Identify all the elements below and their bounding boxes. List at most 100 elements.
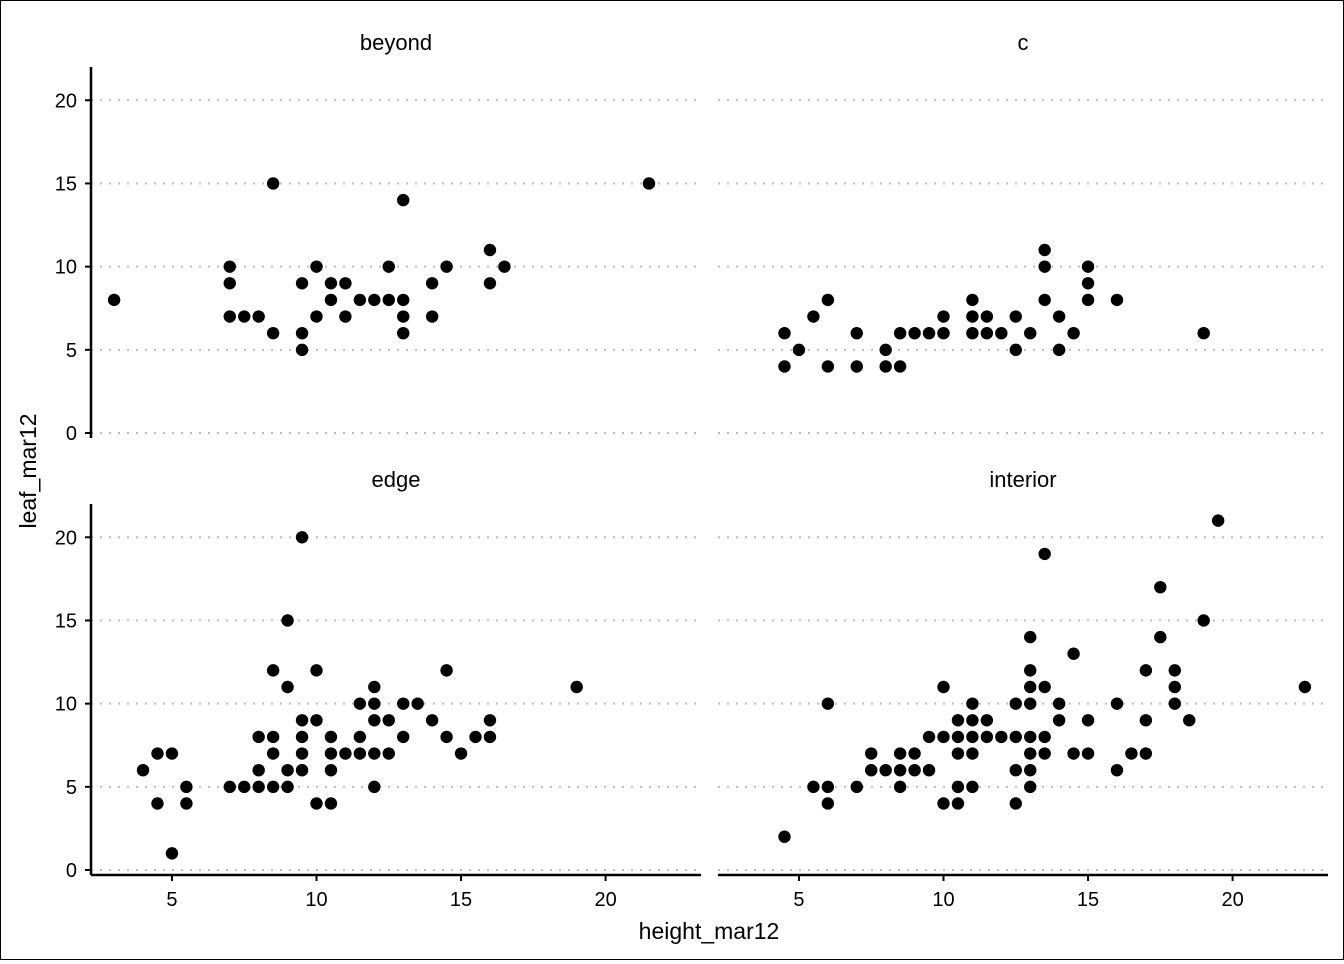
data-point	[382, 714, 395, 727]
data-point	[980, 310, 994, 323]
data-point	[1052, 697, 1066, 710]
data-point	[850, 780, 863, 794]
data-point	[295, 747, 309, 760]
data-point	[821, 360, 835, 373]
data-point	[295, 531, 309, 544]
data-point	[1009, 343, 1022, 357]
data-point	[397, 193, 410, 207]
data-point	[252, 780, 265, 794]
data-point	[1024, 780, 1037, 794]
data-point	[252, 763, 265, 777]
data-point	[966, 780, 979, 794]
data-point	[778, 830, 791, 843]
data-point	[879, 343, 892, 357]
data-point	[1139, 714, 1153, 727]
data-point	[382, 747, 395, 760]
data-point	[1139, 664, 1153, 677]
data-point	[339, 310, 352, 323]
data-point	[440, 730, 453, 744]
y-tick-label: 10	[55, 257, 77, 279]
data-point	[368, 697, 381, 710]
data-point	[339, 277, 352, 290]
data-point	[908, 747, 921, 760]
x-tick-label: 15	[450, 889, 472, 911]
data-point	[1110, 763, 1124, 777]
data-point	[908, 326, 921, 340]
data-point	[937, 326, 950, 340]
data-point	[879, 763, 892, 777]
data-point	[893, 763, 907, 777]
data-point	[966, 293, 979, 307]
data-point	[353, 747, 367, 760]
data-point	[252, 310, 265, 323]
data-point	[937, 680, 950, 694]
data-point	[310, 260, 323, 273]
data-point	[821, 797, 835, 810]
data-point	[850, 326, 863, 340]
data-point	[778, 360, 791, 373]
data-point	[966, 714, 979, 727]
data-point	[310, 797, 323, 810]
data-point	[1154, 580, 1167, 594]
data-point	[1009, 797, 1022, 810]
data-point	[295, 277, 309, 290]
data-point	[922, 326, 936, 340]
data-point	[1024, 730, 1037, 744]
data-point	[353, 697, 367, 710]
data-point	[151, 747, 164, 760]
data-point	[1139, 747, 1153, 760]
data-point	[1110, 293, 1124, 307]
data-point	[1009, 730, 1022, 744]
data-point	[1067, 647, 1080, 660]
facet-title: beyond	[360, 30, 432, 55]
data-point	[922, 730, 936, 744]
data-point	[966, 310, 979, 323]
data-point	[266, 780, 280, 794]
data-point	[353, 293, 367, 307]
data-point	[107, 293, 121, 307]
data-point	[1081, 714, 1095, 727]
data-point	[937, 310, 950, 323]
data-point	[1081, 260, 1095, 273]
facet-panel-beyond: beyond 0 5 10 15 20	[55, 30, 701, 445]
data-point	[368, 780, 381, 794]
data-point	[266, 177, 280, 190]
data-point	[879, 360, 892, 373]
data-point	[966, 326, 979, 340]
data-point	[324, 277, 338, 290]
data-point	[440, 260, 453, 273]
data-point	[821, 780, 835, 794]
data-point	[980, 326, 994, 340]
data-point	[1009, 697, 1022, 710]
data-point	[324, 763, 338, 777]
facet-title: c	[1018, 30, 1029, 55]
data-point	[1038, 680, 1051, 694]
y-axis-title: leaf_mar12	[15, 413, 41, 528]
data-point	[1154, 630, 1167, 644]
data-point	[310, 714, 323, 727]
data-point	[980, 730, 994, 744]
data-point	[966, 730, 979, 744]
data-point	[908, 763, 921, 777]
data-point	[1081, 747, 1095, 760]
data-point	[266, 664, 280, 677]
y-tick-label: 15	[55, 610, 77, 632]
data-point	[281, 614, 294, 627]
data-point	[454, 747, 468, 760]
data-point	[223, 780, 236, 794]
data-point	[295, 714, 309, 727]
data-point	[483, 730, 497, 744]
y-tick-label: 0	[66, 423, 77, 445]
data-point	[951, 714, 965, 727]
data-point	[223, 310, 236, 323]
data-point	[1038, 243, 1051, 257]
data-point	[642, 177, 656, 190]
data-point	[483, 277, 497, 290]
x-axis-title: height_mar12	[639, 918, 780, 944]
x-tick-label: 5	[793, 889, 804, 911]
data-point	[1038, 260, 1051, 273]
data-point	[353, 730, 367, 744]
data-point	[995, 326, 1008, 340]
